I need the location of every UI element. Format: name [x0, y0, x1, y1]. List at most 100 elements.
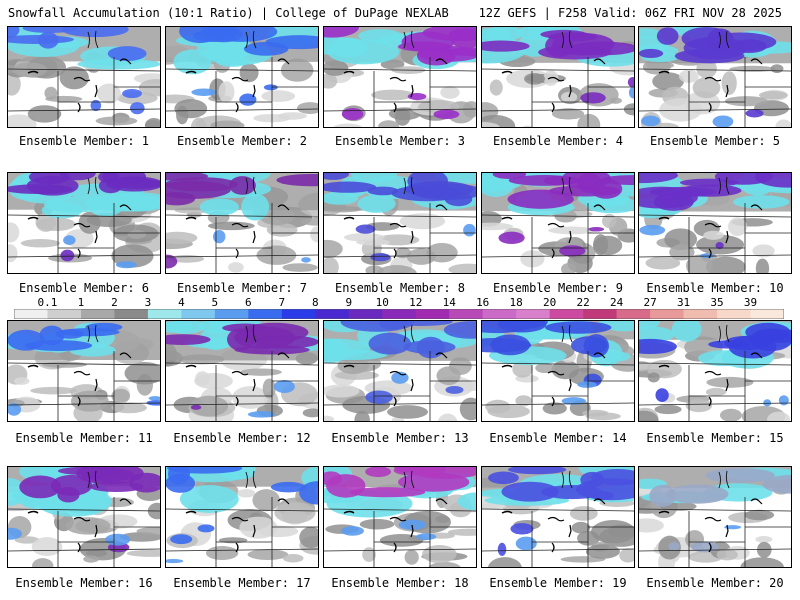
colorbar-tick-label: 7	[278, 296, 286, 309]
colorbar-bin	[482, 309, 517, 319]
colorbar-bin	[80, 309, 115, 319]
snowfall-field	[482, 321, 634, 421]
colorbar-tick-label: 18	[509, 296, 523, 309]
colorbar-bin	[449, 309, 484, 319]
snowfall-field	[639, 173, 791, 273]
snowfall-field	[8, 467, 160, 567]
colorbar-bin	[214, 309, 249, 319]
member-map-3	[323, 26, 477, 128]
snowfall-field	[639, 467, 791, 567]
member-caption: Ensemble Member: 17	[173, 576, 311, 590]
snowfall-field	[166, 27, 318, 127]
colorbar-tick-label: 2	[111, 296, 118, 309]
member-map-7	[165, 172, 319, 274]
snowfall-field	[8, 173, 160, 273]
colorbar-bin	[315, 309, 350, 319]
member-caption: Ensemble Member: 18	[331, 576, 469, 590]
member-caption: Ensemble Member: 14	[489, 431, 627, 445]
colorbar-bin	[683, 309, 718, 319]
colorbar-tick-label: 22	[576, 296, 590, 309]
member-map-14	[481, 320, 635, 422]
colorbar-bin	[382, 309, 417, 319]
snowfall-field	[166, 173, 318, 273]
colorbar-tick-label: 1	[77, 296, 85, 309]
colorbar-bin	[248, 309, 283, 319]
snowfall-field	[166, 321, 318, 421]
colorbar-bin	[281, 309, 316, 319]
member-caption: Ensemble Member: 1	[18, 134, 150, 148]
member-map-16	[7, 466, 161, 568]
member-caption: Ensemble Member: 11	[15, 431, 153, 445]
colorbar-tick-label: 8	[311, 296, 319, 309]
colorbar-tick-label: 10	[375, 296, 389, 309]
colorbar-bin	[549, 309, 584, 319]
member-map-19	[481, 466, 635, 568]
member-caption: Ensemble Member: 10	[646, 281, 784, 295]
member-caption: Ensemble Member: 9	[492, 281, 624, 295]
member-caption: Ensemble Member: 20	[646, 576, 784, 590]
member-map-12	[165, 320, 319, 422]
member-caption: Ensemble Member: 5	[649, 134, 781, 148]
snowfall-field	[324, 27, 476, 127]
member-caption: Ensemble Member: 8	[334, 281, 466, 295]
colorbar-tick-label: 39	[743, 296, 758, 309]
member-map-8	[323, 172, 477, 274]
snowfall-field	[482, 173, 634, 273]
colorbar-bin	[415, 309, 450, 319]
snowfall-field	[482, 27, 634, 127]
snowfall-field	[482, 467, 634, 567]
member-map-5	[638, 26, 792, 128]
member-map-1	[7, 26, 161, 128]
member-caption: Ensemble Member: 13	[331, 431, 469, 445]
colorbar-tick-label: 3	[144, 296, 152, 309]
colorbar-tick-label: 27	[643, 296, 657, 309]
colorbar-bin	[650, 309, 685, 319]
member-caption: Ensemble Member: 4	[492, 134, 624, 148]
member-map-4	[481, 26, 635, 128]
colorbar-bin	[147, 309, 182, 319]
member-caption: Ensemble Member: 16	[15, 576, 153, 590]
member-caption: Ensemble Member: 7	[176, 281, 308, 295]
colorbar-tick-label: 5	[211, 296, 219, 309]
member-map-18	[323, 466, 477, 568]
snowfall-field	[324, 173, 476, 273]
member-caption: Ensemble Member: 3	[334, 134, 466, 148]
colorbar-tick-label: 4	[178, 296, 185, 309]
snowfall-field	[8, 321, 160, 421]
colorbar-bin	[47, 309, 82, 319]
colorbar-bin	[583, 309, 618, 319]
snowfall-field	[8, 27, 160, 127]
colorbar-tick-label: 9	[345, 296, 353, 309]
member-caption: Ensemble Member: 2	[176, 134, 308, 148]
colorbar-tick-label: 20	[543, 296, 557, 309]
member-map-20	[638, 466, 792, 568]
member-caption: Ensemble Member: 12	[173, 431, 311, 445]
snowfall-field	[324, 467, 476, 567]
member-caption: Ensemble Member: 6	[18, 281, 150, 295]
member-map-11	[7, 320, 161, 422]
member-map-17	[165, 466, 319, 568]
colorbar-tick-label: 12	[409, 296, 423, 309]
colorbar-tick-label: 31	[676, 296, 691, 309]
colorbar-tick-label: 0.1	[37, 296, 58, 309]
member-map-10	[638, 172, 792, 274]
colorbar-bin	[516, 309, 551, 319]
snowfall-field	[166, 467, 318, 567]
snowfall-field	[324, 321, 476, 421]
member-map-13	[323, 320, 477, 422]
colorbar-bin	[750, 309, 784, 319]
chart-title: Snowfall Accumulation (10:1 Ratio) | Col…	[8, 6, 449, 20]
colorbar-bin	[114, 309, 149, 319]
colorbar-tick-label: 16	[476, 296, 490, 309]
snowfall-field	[639, 321, 791, 421]
colorbar-tick-label: 24	[609, 296, 624, 309]
colorbar-bin	[616, 309, 651, 319]
member-map-9	[481, 172, 635, 274]
colorbar-tick-label: 35	[710, 296, 724, 309]
colorbar-bin	[14, 309, 48, 319]
colorbar-bin	[181, 309, 216, 319]
member-caption: Ensemble Member: 15	[646, 431, 784, 445]
snowfall-colorbar	[14, 309, 784, 319]
colorbar-tick-label: 6	[245, 296, 252, 309]
member-map-6	[7, 172, 161, 274]
